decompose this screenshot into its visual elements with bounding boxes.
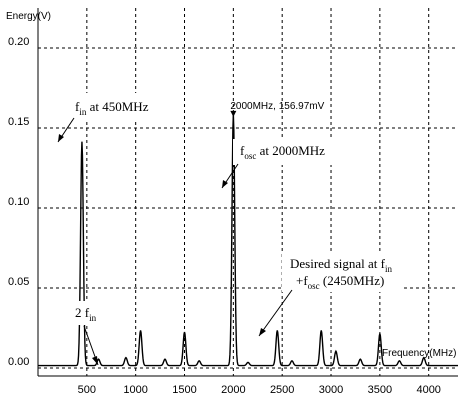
y-tick-label: 0.10 bbox=[8, 196, 29, 208]
y-tick-label: 0.15 bbox=[8, 116, 29, 128]
svg-text:Desired signal at fin: Desired signal at fin bbox=[290, 256, 392, 274]
annotation-fosc-main: f bbox=[240, 143, 245, 158]
annotations: fin at 450MHz fosc at 2000MHz 2 fin bbox=[57, 93, 402, 366]
peak-marker: 2000MHz, 156.97mV bbox=[230, 101, 325, 117]
annotation-fin: fin at 450MHz bbox=[57, 93, 152, 143]
axes bbox=[37, 8, 458, 377]
annotation-desired-arrow bbox=[258, 289, 293, 337]
annotation-2fin-arrowhead bbox=[92, 356, 98, 365]
x-tick-label: 2000 bbox=[221, 384, 245, 396]
marker-label: 2000MHz, 156.97mV bbox=[230, 101, 324, 112]
x-tick-label: 1000 bbox=[123, 384, 147, 396]
annotation-desired-box bbox=[282, 252, 402, 292]
svg-text:+fosc (2450MHz): +fosc (2450MHz) bbox=[296, 273, 384, 291]
annotation-fosc-tail: at 2000MHz bbox=[256, 143, 325, 158]
annotation-desired-arrowhead bbox=[259, 328, 266, 336]
annotation-2fin-main: 2 f bbox=[75, 305, 90, 320]
annotation-fosc: fosc at 2000MHz bbox=[221, 139, 347, 189]
x-tick-label: 1500 bbox=[172, 384, 196, 396]
annotation-desired-line2-sub: osc bbox=[308, 281, 320, 291]
grid-lines bbox=[38, 8, 458, 376]
annotation-desired-line2-tail: (2450MHz) bbox=[320, 273, 385, 288]
x-tick-label: 2500 bbox=[270, 384, 294, 396]
x-tick-labels: 500 1000 1500 2000 2500 3000 3500 4000 bbox=[78, 384, 441, 396]
annotation-fosc-box bbox=[233, 139, 347, 165]
annotation-fin-tail: at 450MHz bbox=[86, 99, 148, 114]
annotation-2fin: 2 fin bbox=[71, 301, 111, 366]
annotation-desired: Desired signal at fin +fosc (2450MHz) bbox=[258, 252, 402, 337]
y-tick-label: 0.00 bbox=[8, 356, 29, 368]
y-tick-labels: 0.00 0.05 0.10 0.15 0.20 bbox=[8, 36, 29, 368]
x-axis-title: Frequency(MHz) bbox=[382, 348, 456, 359]
x-tick-label: 500 bbox=[78, 384, 96, 396]
annotation-fosc-arrowhead bbox=[222, 180, 228, 188]
annotation-fin-main: f bbox=[75, 99, 80, 114]
annotation-2fin-sub: in bbox=[89, 313, 97, 323]
y-axis-title: Energy(V) bbox=[6, 11, 51, 22]
y-tick-label: 0.20 bbox=[8, 36, 29, 48]
svg-text:2 fin: 2 fin bbox=[75, 305, 97, 323]
svg-text:fosc at 2000MHz: fosc at 2000MHz bbox=[240, 143, 325, 161]
annotation-desired-line1-sub: in bbox=[385, 264, 393, 274]
annotation-fin-sub: in bbox=[79, 107, 87, 117]
annotation-2fin-box bbox=[71, 301, 111, 325]
x-tick-label: 3500 bbox=[368, 384, 392, 396]
spectrum-line bbox=[38, 114, 458, 367]
x-tick-label: 3000 bbox=[319, 384, 343, 396]
annotation-fin-arrowhead bbox=[58, 134, 64, 142]
svg-text:fin at 450MHz: fin at 450MHz bbox=[75, 99, 149, 117]
marker-triangle bbox=[230, 110, 237, 117]
annotation-fin-box bbox=[68, 93, 152, 119]
y-tick-label: 0.05 bbox=[8, 276, 29, 288]
annotation-fosc-sub: osc bbox=[244, 151, 256, 161]
annotation-desired-line1-main: Desired signal at f bbox=[290, 256, 386, 271]
annotation-desired-line2-main: +f bbox=[296, 273, 308, 288]
x-tick-label: 4000 bbox=[416, 384, 440, 396]
